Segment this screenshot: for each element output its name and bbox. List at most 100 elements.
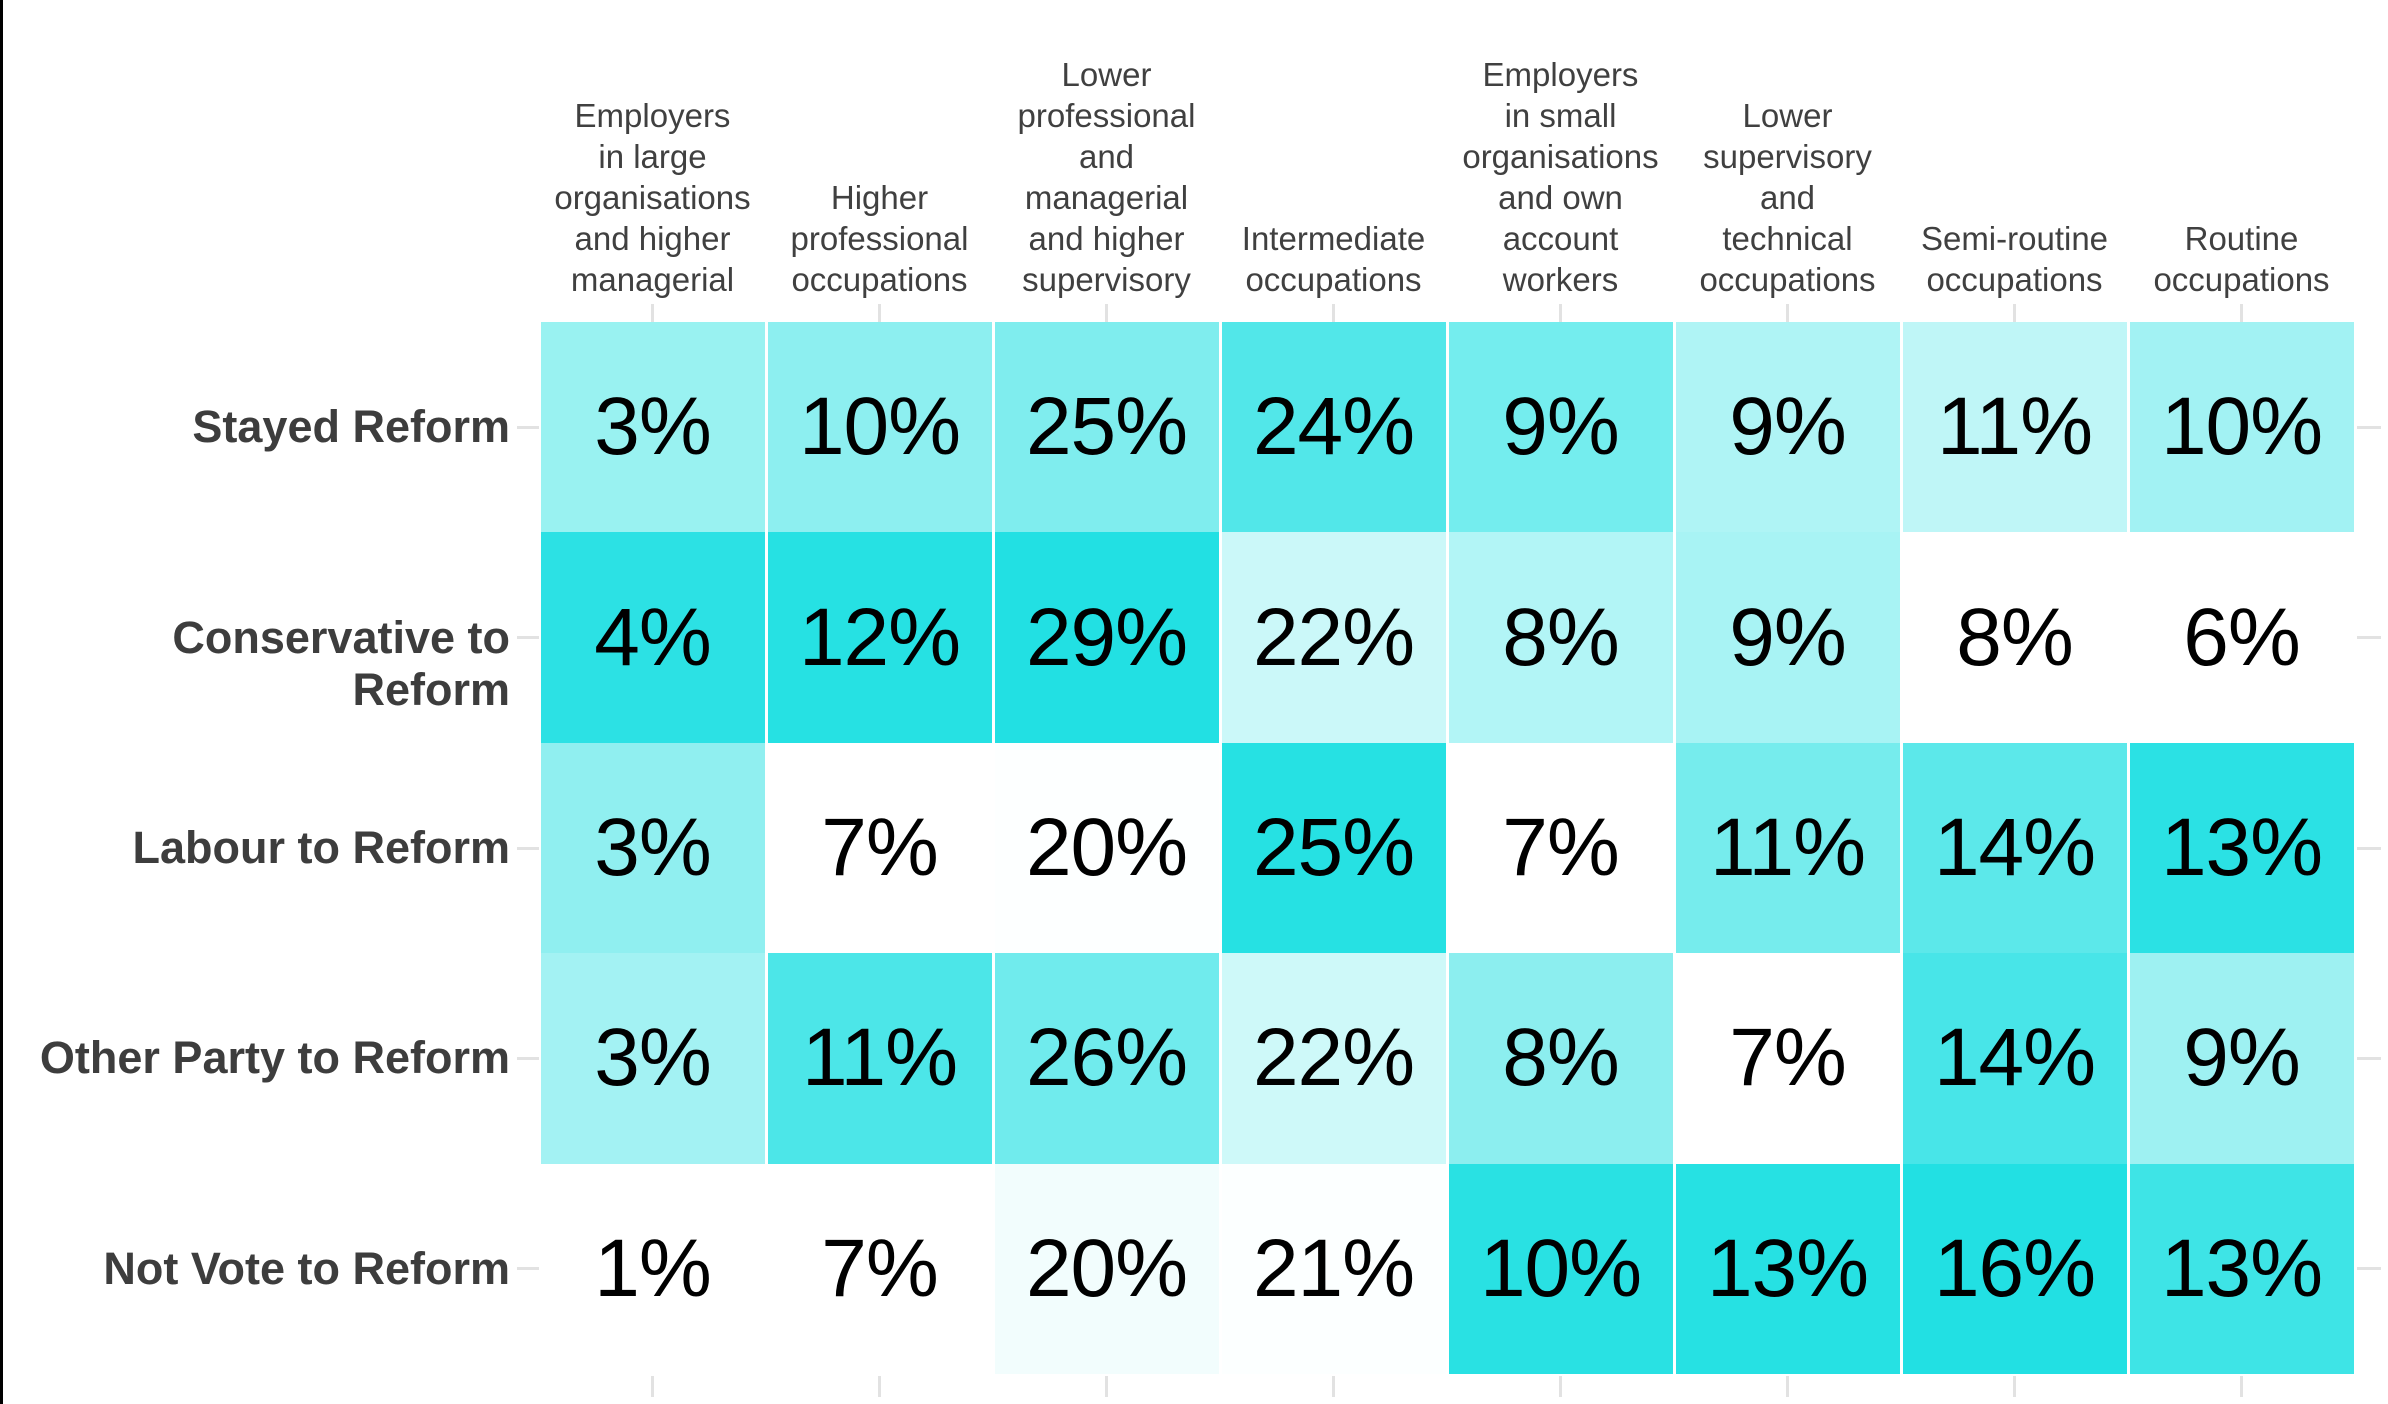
column-header: Lower professional and managerial and hi… xyxy=(1017,56,1196,298)
heatmap-cell: 24% xyxy=(1221,322,1446,533)
cell-value: 25% xyxy=(1025,381,1188,473)
heatmap-cell: 20% xyxy=(994,1163,1219,1374)
row-label: Stayed Reform xyxy=(192,401,510,453)
cell-value: 4% xyxy=(594,591,712,683)
column-header: Semi-routine occupations xyxy=(1920,220,2109,298)
x-axis-tick-top xyxy=(651,304,654,322)
cell-value: 7% xyxy=(821,801,939,893)
cell-value: 7% xyxy=(821,1222,939,1314)
cell-value: 1% xyxy=(594,1222,712,1314)
heatmap-cell: 11% xyxy=(767,953,992,1164)
x-axis-tick-top xyxy=(1332,304,1335,322)
heatmap-cell: 7% xyxy=(1448,742,1673,954)
heatmap-cell: 3% xyxy=(540,322,765,533)
heatmap-cell: 10% xyxy=(1448,1163,1673,1374)
x-axis-tick-bottom xyxy=(1559,1376,1562,1397)
heatmap-cell: 25% xyxy=(994,322,1219,533)
cell-value: 12% xyxy=(798,591,961,683)
heatmap-cell: 9% xyxy=(2129,953,2354,1164)
y-axis-tick-right xyxy=(2357,636,2381,640)
column-header: Intermediate occupations xyxy=(1241,220,1426,298)
heatmap-cell: 13% xyxy=(2129,742,2354,954)
cell-value: 29% xyxy=(1025,591,1188,683)
x-axis-tick-bottom xyxy=(1105,1376,1108,1397)
heatmap-cell: 7% xyxy=(1675,953,1900,1164)
heatmap-cell: 7% xyxy=(767,1163,992,1374)
cell-value: 7% xyxy=(1729,1012,1847,1104)
heatmap-cell: 22% xyxy=(1221,953,1446,1164)
heatmap-cell: 22% xyxy=(1221,532,1446,743)
cell-value: 25% xyxy=(1252,801,1415,893)
heatmap-cell: 14% xyxy=(1902,742,2127,954)
heatmap-cell: 3% xyxy=(540,953,765,1164)
row-label: Not Vote to Reform xyxy=(103,1242,510,1294)
cell-value: 14% xyxy=(1933,1012,2096,1104)
x-axis-tick-bottom xyxy=(1786,1376,1789,1397)
cell-value: 20% xyxy=(1025,1222,1188,1314)
cell-value: 14% xyxy=(1933,801,2096,893)
cell-value: 8% xyxy=(1502,1012,1620,1104)
y-axis-tick-right xyxy=(2357,1056,2381,1060)
cell-value: 9% xyxy=(1729,381,1847,473)
heatmap-cell: 10% xyxy=(2129,322,2354,533)
x-axis-tick-top xyxy=(878,304,881,322)
cell-value: 6% xyxy=(2183,591,2301,683)
heatmap-cell: 4% xyxy=(540,532,765,743)
x-axis-tick-top xyxy=(1786,304,1789,322)
heatmap-cell: 9% xyxy=(1448,322,1673,533)
cell-value: 3% xyxy=(594,381,712,473)
heatmap-cell: 10% xyxy=(767,322,992,533)
cell-value: 9% xyxy=(2183,1012,2301,1104)
y-axis-tick-right xyxy=(2357,1267,2381,1271)
cell-value: 3% xyxy=(594,1012,712,1104)
heatmap-cell: 20% xyxy=(994,742,1219,954)
cell-value: 13% xyxy=(2160,801,2323,893)
cell-value: 24% xyxy=(1252,381,1415,473)
heatmap-cell: 21% xyxy=(1221,1163,1446,1374)
cell-value: 9% xyxy=(1729,591,1847,683)
column-header: Lower supervisory and technical occupati… xyxy=(1699,97,1876,298)
heatmap-cell: 3% xyxy=(540,742,765,954)
heatmap-cell: 25% xyxy=(1221,742,1446,954)
x-axis-tick-bottom xyxy=(2240,1376,2243,1397)
heatmap-cell: 14% xyxy=(1902,953,2127,1164)
cell-value: 8% xyxy=(1502,591,1620,683)
row-label: Labour to Reform xyxy=(132,822,511,873)
cell-value: 10% xyxy=(2160,381,2323,473)
heatmap-cell: 9% xyxy=(1675,322,1900,533)
y-axis-tick-right xyxy=(2357,425,2381,429)
cell-value: 11% xyxy=(1936,381,2093,473)
column-header: Higher professional occupations xyxy=(790,179,969,298)
x-axis-tick-bottom xyxy=(651,1376,654,1397)
y-axis-tick-left xyxy=(517,1267,539,1271)
x-axis-tick-top xyxy=(1105,304,1108,322)
y-axis-tick-left xyxy=(517,636,539,640)
heatmap-cell: 1% xyxy=(540,1163,765,1374)
heatmap-cell: 13% xyxy=(1675,1163,1900,1374)
heatmap-cell: 6% xyxy=(2129,532,2354,743)
cell-value: 9% xyxy=(1502,381,1620,473)
cell-value: 21% xyxy=(1252,1222,1415,1314)
cell-value: 22% xyxy=(1252,591,1415,683)
cell-value: 13% xyxy=(2160,1222,2323,1314)
column-header: Employers in small organisations and own… xyxy=(1462,56,1659,298)
x-axis-tick-bottom xyxy=(2013,1376,2016,1397)
cell-value: 22% xyxy=(1252,1012,1415,1104)
heatmap-cell: 7% xyxy=(767,742,992,954)
cell-value: 20% xyxy=(1025,801,1188,893)
heatmap-cell: 29% xyxy=(994,532,1219,743)
heatmap-cell: 8% xyxy=(1448,532,1673,743)
column-header: Employers in large organisations and hig… xyxy=(554,97,751,298)
x-axis-tick-bottom xyxy=(1332,1376,1335,1397)
chart-left-border xyxy=(0,0,3,1404)
cell-value: 3% xyxy=(594,801,712,893)
cell-value: 10% xyxy=(798,381,961,473)
x-axis-tick-bottom xyxy=(878,1376,881,1397)
cell-value: 16% xyxy=(1933,1222,2096,1314)
y-axis-tick-left xyxy=(517,425,539,429)
cell-value: 7% xyxy=(1502,801,1620,893)
cell-value: 11% xyxy=(1709,801,1866,893)
cell-value: 8% xyxy=(1956,591,2074,683)
row-label: Conservative to Reform xyxy=(172,611,510,715)
